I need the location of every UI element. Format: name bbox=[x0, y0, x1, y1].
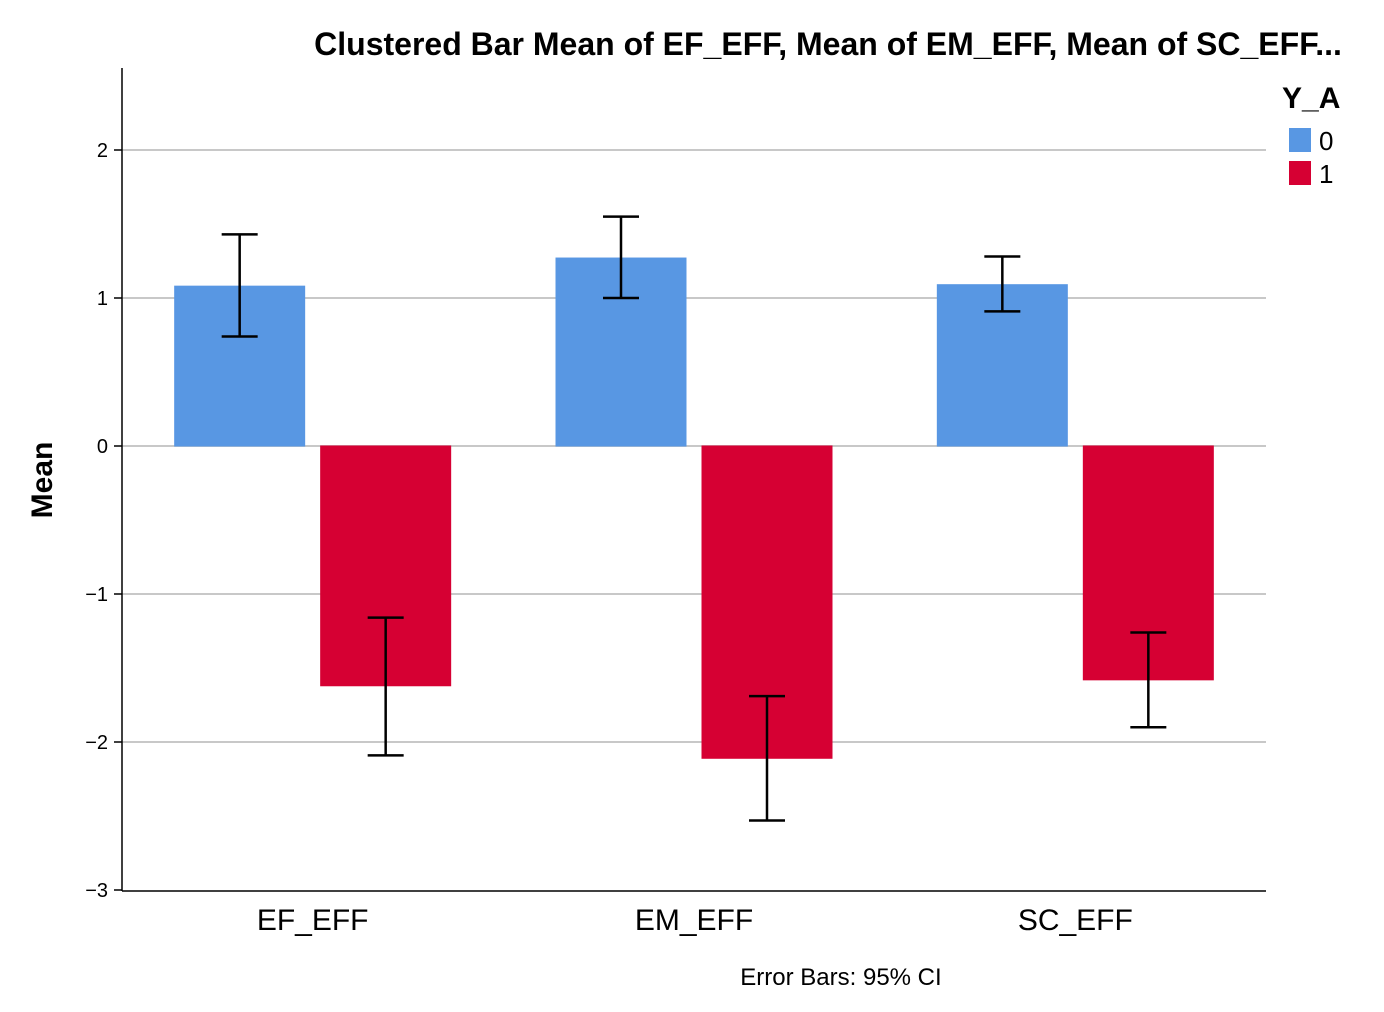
legend-label: 0 bbox=[1319, 126, 1333, 156]
x-category-label: EM_EFF bbox=[635, 904, 753, 937]
y-tick-label: 1 bbox=[97, 288, 108, 310]
y-tick-label: 0 bbox=[97, 436, 108, 458]
x-category-labels: EF_EFF EM_EFF SC_EFF bbox=[257, 904, 1133, 937]
error-bar bbox=[749, 694, 785, 822]
footnote: Error Bars: 95% CI bbox=[740, 964, 941, 991]
y-tick-label: −1 bbox=[85, 584, 108, 606]
y-ticks: 2 1 0 −1 −2 −3 bbox=[85, 140, 122, 902]
error-bar bbox=[1130, 631, 1167, 729]
bars bbox=[174, 257, 1214, 759]
legend-swatch bbox=[1289, 161, 1311, 185]
legend: 01 bbox=[1289, 126, 1333, 189]
y-tick-label: −2 bbox=[85, 732, 108, 754]
error-bar bbox=[603, 215, 639, 300]
gridlines bbox=[122, 149, 1266, 743]
error-bars bbox=[221, 215, 1167, 822]
x-category-label: SC_EFF bbox=[1018, 904, 1133, 937]
error-bar bbox=[367, 616, 404, 757]
y-axis-label: Mean bbox=[26, 442, 59, 519]
legend-label: 1 bbox=[1319, 159, 1333, 189]
error-bar bbox=[984, 255, 1021, 313]
legend-title: Y_A bbox=[1282, 82, 1340, 115]
legend-swatch bbox=[1289, 128, 1311, 152]
error-bar bbox=[221, 233, 258, 338]
y-tick-label: −3 bbox=[85, 880, 108, 902]
x-category-label: EF_EFF bbox=[257, 904, 369, 937]
chart-title: Clustered Bar Mean of EF_EFF, Mean of EM… bbox=[314, 26, 1342, 62]
y-tick-label: 2 bbox=[97, 140, 108, 162]
